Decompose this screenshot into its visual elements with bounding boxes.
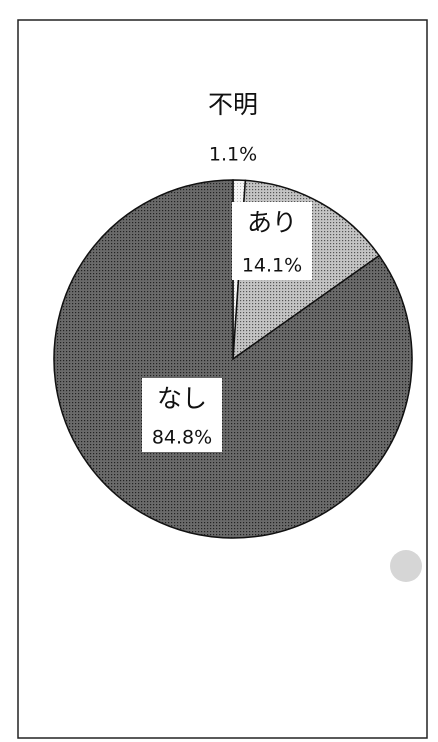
frame	[17, 19, 428, 739]
label-box	[142, 378, 222, 452]
value-label: 84.8%	[152, 427, 212, 449]
scan-spot	[390, 550, 422, 582]
label-box	[232, 202, 312, 280]
value-label: 1.1%	[209, 144, 257, 166]
slice-label: 不明	[208, 90, 258, 119]
slice-label: あり	[247, 208, 297, 237]
slice-label: なし	[157, 384, 207, 413]
value-label: 14.1%	[242, 255, 302, 277]
